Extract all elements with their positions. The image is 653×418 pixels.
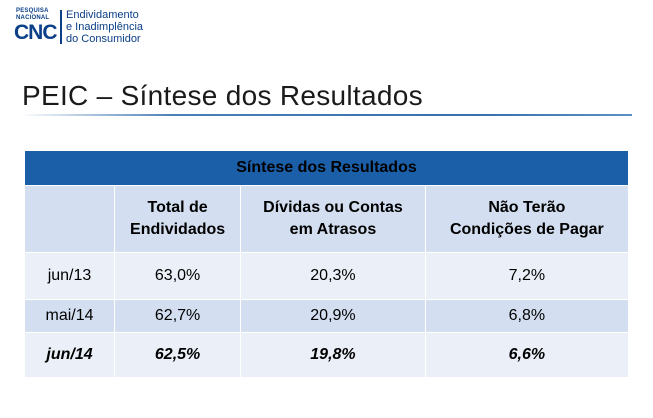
table-cell: 7,2% (424, 252, 630, 300)
table-cell: 62,7% (113, 299, 242, 333)
logo-name-line-2: e Inadimplência (66, 21, 144, 33)
column-header-line: Endividados (130, 221, 226, 238)
table-cell: 6,6% (424, 332, 630, 378)
column-header-line: Total de (147, 199, 208, 216)
column-header-dividas-atrasos: Dívidas ou Contas em Atrasos (240, 185, 426, 253)
table-caption-row: Síntese dos Resultados (24, 150, 629, 186)
column-header-line: Dívidas ou Contas (263, 199, 403, 216)
table-cell: 6,8% (424, 299, 630, 333)
table-cell: 63,0% (113, 252, 242, 300)
column-header-row: Total de Endividados Dívidas ou Contas e… (24, 185, 630, 253)
logo-pesquisa-text: PESQUISA (16, 8, 49, 14)
table-cell: 62,5% (113, 332, 242, 378)
column-header-line: Não Terão (488, 199, 566, 216)
table-row-highlighted: jun/14 62,5% 19,8% 6,6% (24, 332, 630, 378)
column-header-nao-terao-condicoes: Não Terão Condições de Pagar (424, 185, 630, 253)
row-period-label: jun/13 (24, 252, 115, 300)
peic-logo: PESQUISA NACIONAL CNC Endividamento e In… (14, 8, 154, 48)
table-caption: Síntese dos Resultados (24, 150, 629, 186)
column-header-line: Condições de Pagar (449, 221, 604, 238)
table-cell: 20,9% (240, 299, 426, 333)
row-period-label: jun/14 (24, 332, 115, 378)
table-cell: 19,8% (240, 332, 426, 378)
table-cell: 20,3% (240, 252, 426, 300)
corner-cell (24, 185, 115, 253)
title-underline (20, 114, 632, 116)
row-period-label: mai/14 (24, 299, 115, 333)
column-header-line: em Atrasos (289, 221, 377, 238)
page-title: PEIC – Síntese dos Resultados (22, 80, 423, 111)
logo-survey-name: Endividamento e Inadimplência do Consumi… (66, 9, 143, 45)
logo-brand-text: CNC (14, 21, 57, 44)
logo-name-line-3: do Consumidor (66, 33, 141, 45)
cnc-logo-mark: PESQUISA NACIONAL CNC (14, 8, 57, 48)
logo-divider (60, 10, 62, 44)
results-table: Síntese dos Resultados Total de Endivida… (24, 150, 630, 378)
logo-name-line-1: Endividamento (66, 9, 139, 21)
column-header-total-endividados: Total de Endividados (113, 185, 242, 253)
table-row: mai/14 62,7% 20,9% 6,8% (24, 299, 630, 333)
table-row: jun/13 63,0% 20,3% 7,2% (24, 252, 630, 300)
logo-nacional-text: NACIONAL (16, 15, 50, 21)
